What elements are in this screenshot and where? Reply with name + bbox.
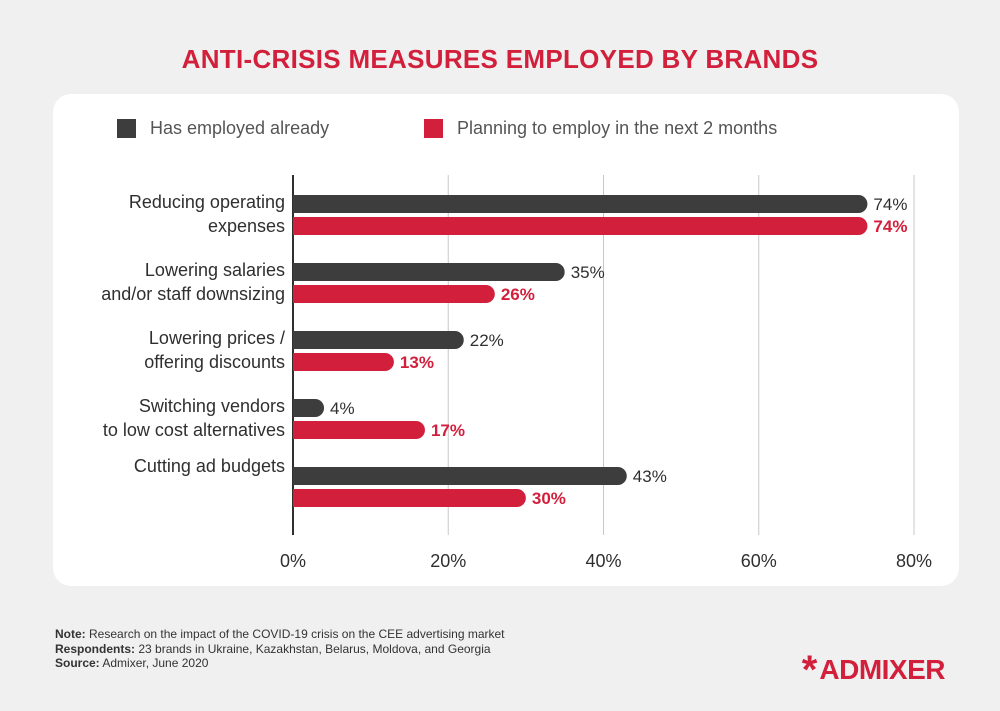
data-label: 13% <box>400 353 434 372</box>
bar-employed <box>293 399 325 417</box>
logo-wordmark: ADMIXER <box>819 654 945 686</box>
bar-planning <box>293 217 868 235</box>
category-label-line: Reducing operating <box>128 192 285 212</box>
source-text: Admixer, June 2020 <box>99 656 209 670</box>
category-label: Reducing operating expenses <box>25 190 285 238</box>
category-label-line: Lowering prices / <box>148 328 285 348</box>
legend-item-employed: Has employed already <box>117 118 329 139</box>
data-label: 43% <box>633 467 667 486</box>
category-label-line: offering discounts <box>144 352 285 372</box>
category-label-line: Cutting ad budgets <box>133 456 285 476</box>
note-text: Research on the impact of the COVID-19 c… <box>85 627 505 641</box>
logo-suffix: MIXER <box>858 654 946 685</box>
category-label-line: and/or staff downsizing <box>101 284 285 304</box>
data-label: 74% <box>873 217 907 236</box>
bar-employed <box>293 195 868 213</box>
x-tick-label: 80% <box>896 551 932 571</box>
chart-title: ANTI-CRISIS MEASURES EMPLOYED BY BRANDS <box>181 44 819 74</box>
legend-label-employed: Has employed already <box>150 118 330 138</box>
note-line: Note: Research on the impact of the COVI… <box>55 627 505 642</box>
logo-prefix: AD <box>819 654 859 685</box>
data-label: 74% <box>873 195 907 214</box>
category-label: Switching vendors to low cost alternative… <box>25 394 285 442</box>
category-label-line: Switching vendors <box>138 396 285 416</box>
legend-swatch-employed <box>117 119 136 138</box>
source-label: Source: <box>55 656 100 670</box>
category-label-line: Lowering salaries <box>144 260 285 280</box>
category-label: Cutting ad budgets <box>25 454 285 478</box>
footnotes: Note: Research on the impact of the COVI… <box>55 627 505 671</box>
admixer-logo: * ADMIXER <box>801 648 946 692</box>
data-label: 26% <box>501 285 535 304</box>
bar-employed <box>293 467 627 485</box>
data-label: 17% <box>431 421 465 440</box>
x-tick-label: 20% <box>430 551 466 571</box>
legend-label-planning: Planning to employ in the next 2 months <box>457 118 778 138</box>
asterisk-icon: * <box>801 648 818 692</box>
legend-swatch-planning <box>424 119 443 138</box>
respondents-line: Respondents: 23 brands in Ukraine, Kazak… <box>55 642 505 657</box>
bar-employed <box>293 331 464 349</box>
source-line: Source: Admixer, June 2020 <box>55 656 505 671</box>
bar-planning <box>293 421 425 439</box>
category-label-line: expenses <box>207 216 285 236</box>
bar-planning <box>293 353 394 371</box>
data-label: 35% <box>571 263 605 282</box>
x-tick-label: 60% <box>741 551 777 571</box>
data-label: 4% <box>330 399 355 418</box>
bar-employed <box>293 263 565 281</box>
bar-planning <box>293 285 495 303</box>
note-label: Note: <box>55 627 86 641</box>
respondents-label: Respondents: <box>55 641 136 656</box>
x-tick-label: 0% <box>280 551 306 571</box>
category-label-line: to low cost alternatives <box>102 420 285 440</box>
bar-planning <box>293 489 526 507</box>
legend-item-planning: Planning to employ in the next 2 months <box>424 118 777 139</box>
data-label: 30% <box>532 489 566 508</box>
category-label: Lowering salaries and/or staff downsizing <box>25 258 285 306</box>
data-label: 22% <box>470 331 504 350</box>
category-label: Lowering prices / offering discounts <box>25 326 285 374</box>
x-tick-label: 40% <box>585 551 621 571</box>
respondents-text: 23 brands in Ukraine, Kazakhstan, Belaru… <box>135 641 491 656</box>
